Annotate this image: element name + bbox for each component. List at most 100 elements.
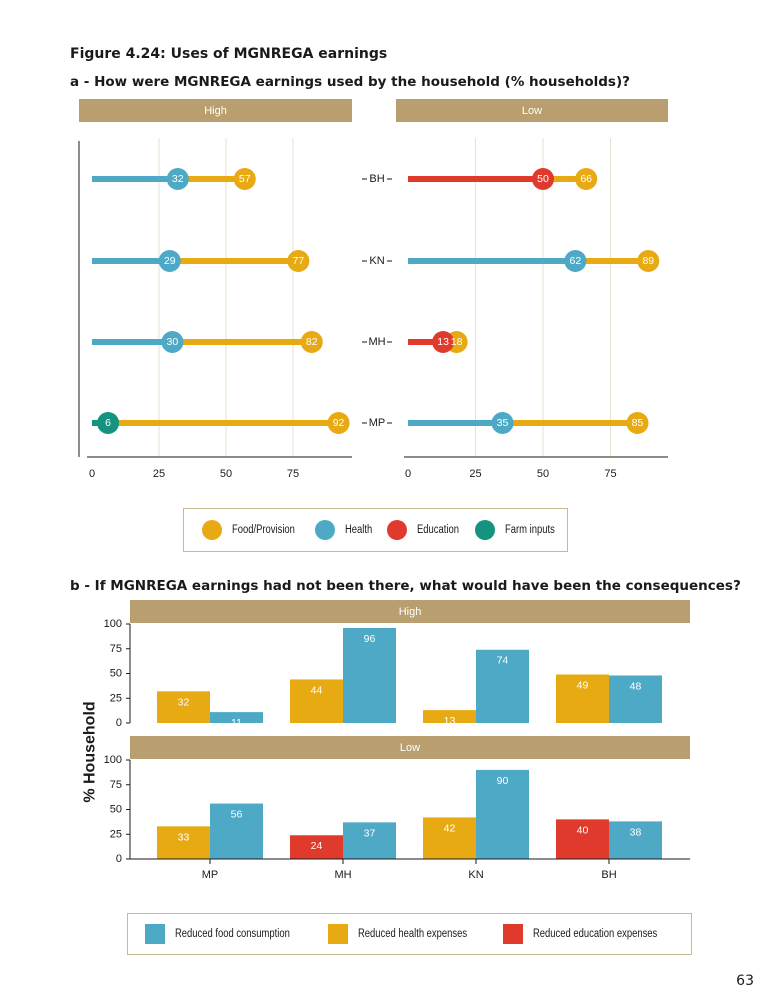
y-tick-label: 50: [110, 804, 122, 816]
legend-label: Reduced food consumption: [175, 928, 290, 940]
bar: [423, 710, 476, 723]
bar-value-label: 48: [630, 680, 642, 692]
x-tick-label: MH: [334, 869, 351, 881]
data-label: 13: [437, 336, 449, 348]
y-tick-label: 100: [104, 618, 122, 630]
data-point: [158, 250, 181, 272]
x-tick-label: 75: [287, 468, 299, 480]
bar: [343, 627, 396, 723]
legend-label: Reduced health expenses: [358, 928, 468, 940]
circle-swatch: [202, 520, 222, 540]
subplot-b-title: b - If MGNREGA earnings had not been the…: [70, 578, 741, 594]
y-tick-label: 50: [110, 668, 122, 680]
legend-label: Education: [417, 524, 459, 536]
data-point: [300, 331, 323, 353]
data-point: [564, 250, 587, 272]
bar: [476, 649, 529, 723]
panel-strip-label: High: [204, 105, 227, 117]
data-point: [161, 331, 184, 353]
bar: [556, 819, 609, 859]
data-label: 62: [570, 255, 582, 267]
bar-value-label: 90: [497, 775, 509, 787]
legend-item: Reduced food consumption: [145, 914, 315, 954]
data-label: 35: [497, 417, 509, 429]
legend-item: Reduced health expenses: [328, 914, 491, 954]
x-tick-label: BH: [601, 869, 616, 881]
data-point: [97, 412, 120, 434]
legend-label: Farm inputs: [505, 524, 555, 536]
data-label: 6: [105, 417, 111, 429]
y-tick-label: 25: [110, 828, 122, 840]
data-point: [626, 412, 649, 434]
data-point: [287, 250, 310, 272]
bar: [157, 826, 210, 859]
data-label: 66: [580, 173, 592, 185]
figure-title: Figure 4.24: Uses of MGNREGA earnings: [70, 46, 388, 62]
bar-value-label: 96: [364, 633, 376, 645]
bar-value-label: 42: [444, 822, 456, 834]
data-point: [637, 250, 660, 272]
data-label: 32: [172, 173, 184, 185]
circle-swatch: [315, 520, 335, 540]
legend-label: Food/Provision: [232, 524, 295, 536]
bar: [290, 835, 343, 859]
y-tick-label: 75: [110, 643, 122, 655]
bar: [210, 712, 263, 723]
data-label: 50: [537, 173, 549, 185]
x-tick-label: 0: [89, 468, 95, 480]
panel-strip-label: High: [399, 606, 422, 618]
y-tick-label: 75: [110, 779, 122, 791]
x-tick-label: 0: [405, 468, 411, 480]
legend-label: Health: [345, 524, 373, 536]
page-number: 63: [736, 973, 754, 989]
data-point: [233, 168, 256, 190]
bar-value-label: 49: [577, 679, 589, 691]
y-axis-title: % Household: [82, 701, 99, 802]
legend-item: Food/Provision: [202, 509, 309, 551]
square-swatch: [503, 924, 523, 944]
bar: [343, 822, 396, 859]
data-point: [166, 168, 189, 190]
data-point: [491, 412, 514, 434]
legend-item: Farm inputs: [475, 509, 566, 551]
x-tick-label: 25: [153, 468, 165, 480]
legend-uses: Food/Provision Health Education Farm inputs: [183, 508, 568, 552]
panel-strip-label: Low: [522, 105, 542, 117]
circle-swatch: [475, 520, 495, 540]
bar: [157, 691, 210, 723]
bar: [423, 817, 476, 859]
legend-label: Reduced education expenses: [533, 928, 658, 940]
bar-value-label: 24: [311, 840, 323, 852]
legend-consequences: Reduced food consumption Reduced health e…: [127, 913, 692, 955]
data-label: 18: [451, 336, 463, 348]
y-tick-label: 100: [104, 754, 122, 766]
x-tick-label: 25: [469, 468, 481, 480]
bar: [210, 803, 263, 859]
bar: [609, 675, 662, 723]
legend-item: Health: [315, 509, 378, 551]
x-tick-label: KN: [468, 869, 483, 881]
bar-value-label: 44: [311, 684, 323, 696]
bar-value-label: 37: [364, 827, 376, 839]
data-point: [327, 412, 350, 434]
data-label: 57: [239, 173, 251, 185]
bar: [476, 769, 529, 859]
state-label: MP: [369, 417, 386, 429]
x-tick-label: 50: [537, 468, 549, 480]
circle-swatch: [387, 520, 407, 540]
bar-value-label: 13: [444, 715, 456, 727]
panel-strip-low: [130, 736, 690, 759]
bar: [556, 674, 609, 723]
data-label: 85: [632, 417, 644, 429]
bar-value-label: 33: [178, 831, 190, 843]
state-label: BH: [369, 173, 384, 185]
data-point: [575, 168, 598, 190]
panel-strip-high: [130, 600, 690, 623]
bar-value-label: 74: [497, 655, 509, 667]
panel-strip-low: [396, 99, 668, 122]
bar-value-label: 11: [231, 717, 242, 729]
bar-value-label: 32: [178, 696, 190, 708]
state-label: KN: [369, 255, 384, 267]
x-tick-label: 50: [220, 468, 232, 480]
